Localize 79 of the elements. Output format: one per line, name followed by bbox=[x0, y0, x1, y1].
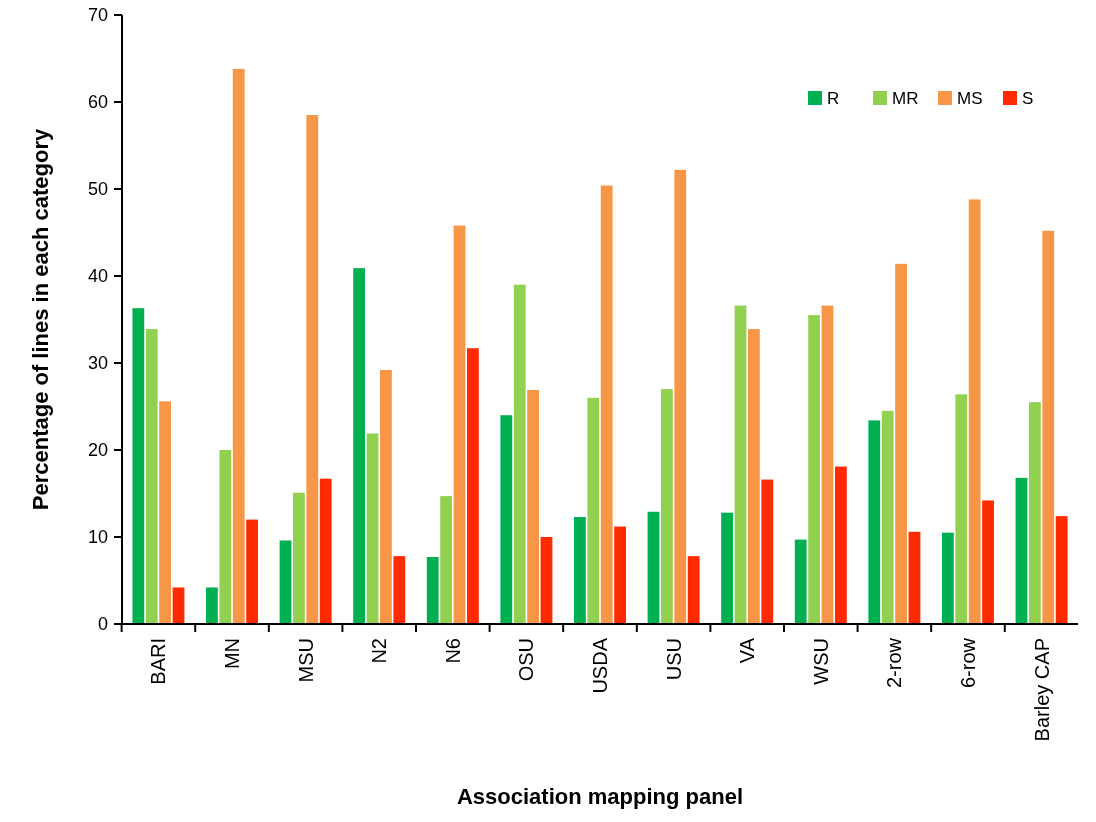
y-tick-label: 20 bbox=[87, 440, 108, 461]
bar bbox=[868, 420, 881, 624]
y-tick-label: 0 bbox=[97, 614, 108, 635]
bar bbox=[687, 556, 700, 624]
y-tick-label: 30 bbox=[87, 353, 108, 374]
bar bbox=[721, 512, 733, 624]
bar bbox=[393, 556, 406, 624]
bar bbox=[380, 369, 392, 624]
bar bbox=[453, 225, 466, 624]
bar bbox=[232, 68, 245, 624]
x-tick-label: Barley CAP bbox=[1030, 638, 1053, 742]
bar bbox=[206, 587, 218, 624]
x-tick-label: 2-row bbox=[883, 637, 906, 689]
x-tick-label: USDA bbox=[589, 637, 611, 694]
bar bbox=[279, 540, 292, 624]
x-tick-label: N6 bbox=[441, 638, 464, 664]
bar bbox=[1015, 477, 1028, 624]
bar bbox=[306, 115, 319, 624]
bar bbox=[647, 511, 660, 624]
y-tick-label: 70 bbox=[87, 5, 108, 26]
bar bbox=[366, 433, 379, 624]
bar bbox=[968, 199, 981, 624]
y-tick-label: 50 bbox=[87, 179, 108, 200]
legend-label: MR bbox=[892, 88, 919, 108]
bar bbox=[808, 315, 820, 624]
x-tick-label: BARI bbox=[147, 638, 170, 685]
bar bbox=[319, 478, 332, 624]
bar bbox=[734, 305, 747, 624]
bar bbox=[527, 389, 539, 624]
x-tick-label: MSU bbox=[294, 638, 317, 683]
bar bbox=[426, 557, 439, 624]
x-tick-label: N2 bbox=[368, 638, 391, 664]
bar bbox=[941, 532, 954, 624]
bar bbox=[895, 263, 907, 624]
x-tick-label: MN bbox=[221, 638, 244, 670]
bar bbox=[587, 397, 600, 624]
bar bbox=[614, 526, 626, 624]
x-axis-title: Association mapping panel bbox=[456, 784, 744, 809]
bar bbox=[661, 389, 673, 624]
bar bbox=[600, 185, 613, 624]
bar bbox=[674, 169, 687, 624]
y-axis-title: Percentage of lines in each category bbox=[28, 128, 53, 511]
x-tick-label: USU bbox=[662, 638, 685, 681]
bar bbox=[500, 415, 513, 624]
bar bbox=[982, 500, 994, 624]
bar bbox=[747, 329, 760, 624]
bar bbox=[513, 284, 526, 624]
bar bbox=[540, 537, 553, 624]
bar bbox=[159, 401, 172, 624]
bar bbox=[955, 394, 968, 624]
bar bbox=[132, 308, 145, 624]
x-tick-label: VA bbox=[736, 637, 759, 664]
bar bbox=[834, 466, 847, 624]
bar bbox=[353, 268, 366, 624]
bar bbox=[1055, 516, 1068, 624]
y-tick-label: 60 bbox=[87, 92, 108, 113]
x-tick-label: WSU bbox=[809, 638, 832, 685]
bar bbox=[761, 479, 774, 624]
bar bbox=[246, 519, 259, 624]
bar bbox=[908, 531, 921, 624]
bar bbox=[1028, 402, 1041, 624]
bar bbox=[574, 516, 586, 624]
bar bbox=[821, 305, 834, 624]
bar bbox=[293, 492, 305, 624]
bar bbox=[145, 329, 158, 624]
bar bbox=[1042, 230, 1055, 624]
bar bbox=[219, 450, 232, 624]
bar bbox=[794, 539, 807, 624]
bar bbox=[172, 587, 185, 624]
x-tick-label: OSU bbox=[515, 638, 538, 682]
legend-label: MS bbox=[957, 88, 983, 108]
bar bbox=[440, 496, 453, 624]
legend-label: R bbox=[827, 88, 840, 108]
x-tick-label: 6-row bbox=[956, 637, 979, 689]
legend-label: S bbox=[1022, 88, 1034, 108]
y-tick-label: 40 bbox=[87, 266, 108, 287]
y-tick-label: 10 bbox=[87, 527, 108, 548]
bar bbox=[467, 348, 479, 624]
bar bbox=[881, 410, 894, 624]
